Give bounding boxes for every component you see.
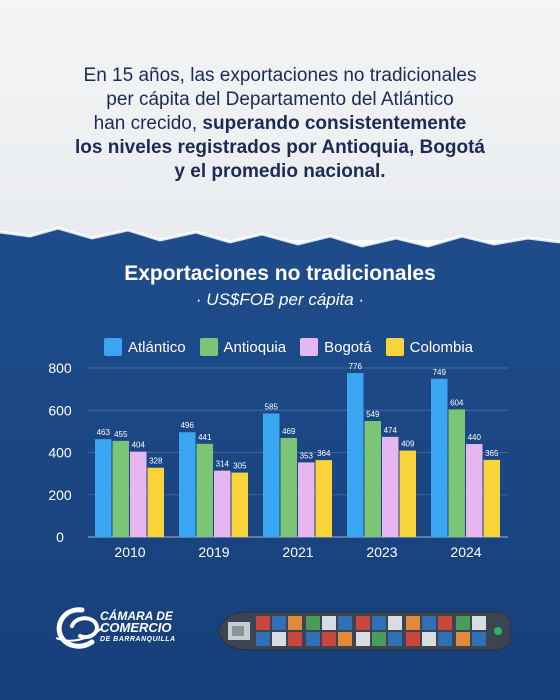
bar — [364, 421, 381, 537]
legend-item-bogota: Bogotá — [300, 338, 372, 356]
data-label: 314 — [216, 460, 230, 469]
data-label: 404 — [132, 441, 146, 450]
intro-line-3b: superando consistentemente — [202, 113, 467, 134]
data-label: 604 — [450, 398, 464, 407]
bar — [214, 470, 231, 537]
legend-swatch — [104, 338, 122, 356]
x-tick-label: 2024 — [450, 544, 481, 560]
bar — [231, 472, 248, 537]
data-label: 776 — [349, 362, 363, 371]
intro-line-2: per cápita del Departamento del Atlántic… — [106, 89, 454, 110]
bar — [112, 440, 129, 537]
bar — [280, 437, 297, 537]
data-label: 585 — [265, 402, 279, 411]
header-panel — [0, 0, 560, 240]
data-label: 496 — [181, 421, 195, 430]
bar — [179, 432, 196, 537]
data-label: 409 — [401, 440, 415, 449]
bar — [347, 373, 364, 537]
bar — [483, 459, 500, 537]
data-label: 469 — [282, 427, 296, 436]
container-ship-image — [217, 611, 511, 651]
logo-line-3: DE BARRANQUILLA — [100, 636, 176, 643]
intro-text: En 15 años, las exportaciones no tradici… — [30, 64, 530, 184]
intro-line-4: los niveles registrados por Antioquia, B… — [75, 137, 485, 158]
intro-line-3a: han crecido, — [93, 113, 203, 134]
chart-title: Exportaciones no tradicionales — [124, 262, 436, 285]
legend-label: Colombia — [409, 338, 474, 356]
data-label: 305 — [233, 462, 247, 471]
legend-label: Atlántico — [128, 338, 186, 356]
y-tick-label: 200 — [48, 487, 72, 503]
x-tick-label: 2021 — [282, 544, 313, 560]
camara-logo-icon — [55, 607, 103, 649]
bar — [298, 462, 315, 537]
containers — [256, 616, 486, 646]
data-label: 328 — [149, 457, 163, 466]
data-label: 749 — [433, 368, 447, 377]
x-tick-label: 2019 — [198, 544, 229, 560]
data-label: 364 — [317, 449, 331, 458]
bar — [263, 413, 280, 537]
bar — [448, 409, 465, 537]
data-label: 353 — [300, 451, 314, 460]
bar — [147, 467, 164, 537]
bar — [315, 460, 332, 537]
data-label: 474 — [384, 426, 398, 435]
legend-item-colombia: Colombia — [385, 338, 474, 356]
chart-subtitle: · US$FOB per cápita · — [195, 290, 365, 309]
logo-text: CÁMARA DE COMERCIO DE BARRANQUILLA — [100, 610, 176, 646]
intro-line-1: En 15 años, las exportaciones no tradici… — [83, 65, 477, 86]
legend-label: Antioquia — [223, 338, 287, 356]
data-label: 463 — [97, 428, 111, 437]
x-tick-label: 2023 — [366, 544, 397, 560]
y-tick-label: 400 — [48, 445, 72, 461]
intro-line-5: y el promedio nacional. — [174, 161, 386, 182]
data-label: 549 — [366, 410, 380, 419]
legend-swatch — [385, 338, 404, 356]
chart-legend: Atlántico Antioquia Bogotá Colombia — [104, 338, 473, 356]
bar — [382, 436, 399, 537]
bar — [399, 450, 416, 537]
bar — [431, 378, 448, 537]
y-tick-label: 600 — [48, 402, 72, 418]
x-tick-label: 2010 — [114, 544, 145, 560]
data-label: 440 — [468, 433, 482, 442]
legend-swatch — [199, 338, 218, 356]
data-label: 441 — [198, 433, 212, 442]
legend-item-antioquia: Antioquia — [199, 338, 287, 356]
legend-swatch — [300, 338, 319, 356]
bar — [95, 439, 112, 537]
data-label: 455 — [114, 430, 128, 439]
y-tick-label: 800 — [48, 360, 72, 376]
intro-line-3: han crecido, superando consistentemente — [30, 112, 530, 136]
bar — [130, 451, 147, 537]
logo-line-2: COMERCIO — [100, 620, 172, 635]
logo-line-1: CÁMARA DE — [100, 609, 173, 623]
legend-item-atlantico: Atlántico — [104, 338, 186, 356]
bar — [466, 444, 483, 537]
bar — [196, 443, 213, 537]
legend-label: Bogotá — [324, 338, 372, 356]
data-label: 365 — [485, 449, 499, 458]
y-tick-label: 0 — [56, 529, 64, 545]
